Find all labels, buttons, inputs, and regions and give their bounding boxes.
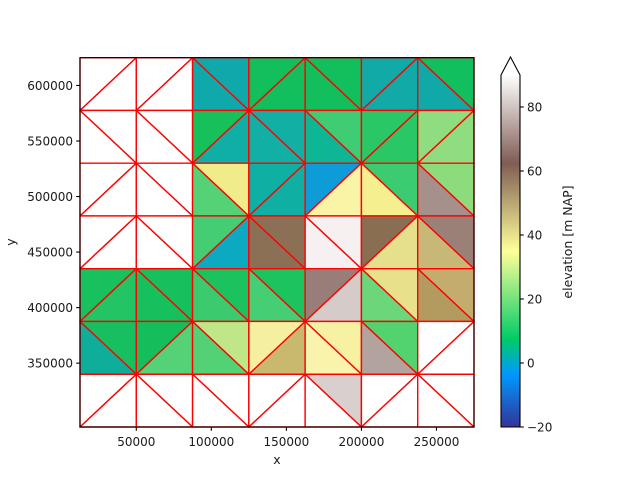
x-axis-label: x — [273, 452, 280, 467]
y-tick-label: 600000 — [27, 79, 73, 93]
x-tick-label: 50000 — [117, 435, 155, 449]
y-tick-label: 450000 — [27, 245, 73, 259]
x-tick-label: 150000 — [263, 435, 309, 449]
colorbar-tick-label: −20 — [527, 420, 552, 434]
x-tick-label: 200000 — [339, 435, 385, 449]
colorbar-tick-label: 0 — [527, 356, 535, 370]
colorbar-tick-label: 40 — [527, 228, 542, 242]
colorbar-tick-label: 80 — [527, 100, 542, 114]
y-tick-label: 400000 — [27, 301, 73, 315]
y-tick-label: 500000 — [27, 190, 73, 204]
colorbar-label: elevation [m NAP] — [560, 185, 575, 298]
colorbar-tick-label: 60 — [527, 164, 542, 178]
colorbar-gradient — [500, 55, 521, 428]
colorbar: −20 0 20 40 60 80 — [500, 55, 552, 434]
y-axis-label: y — [3, 238, 18, 246]
y-tick-label: 350000 — [27, 356, 73, 370]
mesh-layer — [79, 57, 475, 428]
y-tick-label: 550000 — [27, 134, 73, 148]
x-tick-label: 250000 — [414, 435, 460, 449]
axes-layer: 50000 100000 150000 200000 250000 350000 40000… — [27, 57, 475, 449]
plot-frame — [79, 57, 475, 428]
x-tick-label: 100000 — [188, 435, 234, 449]
colorbar-tick-label: 20 — [527, 292, 542, 306]
